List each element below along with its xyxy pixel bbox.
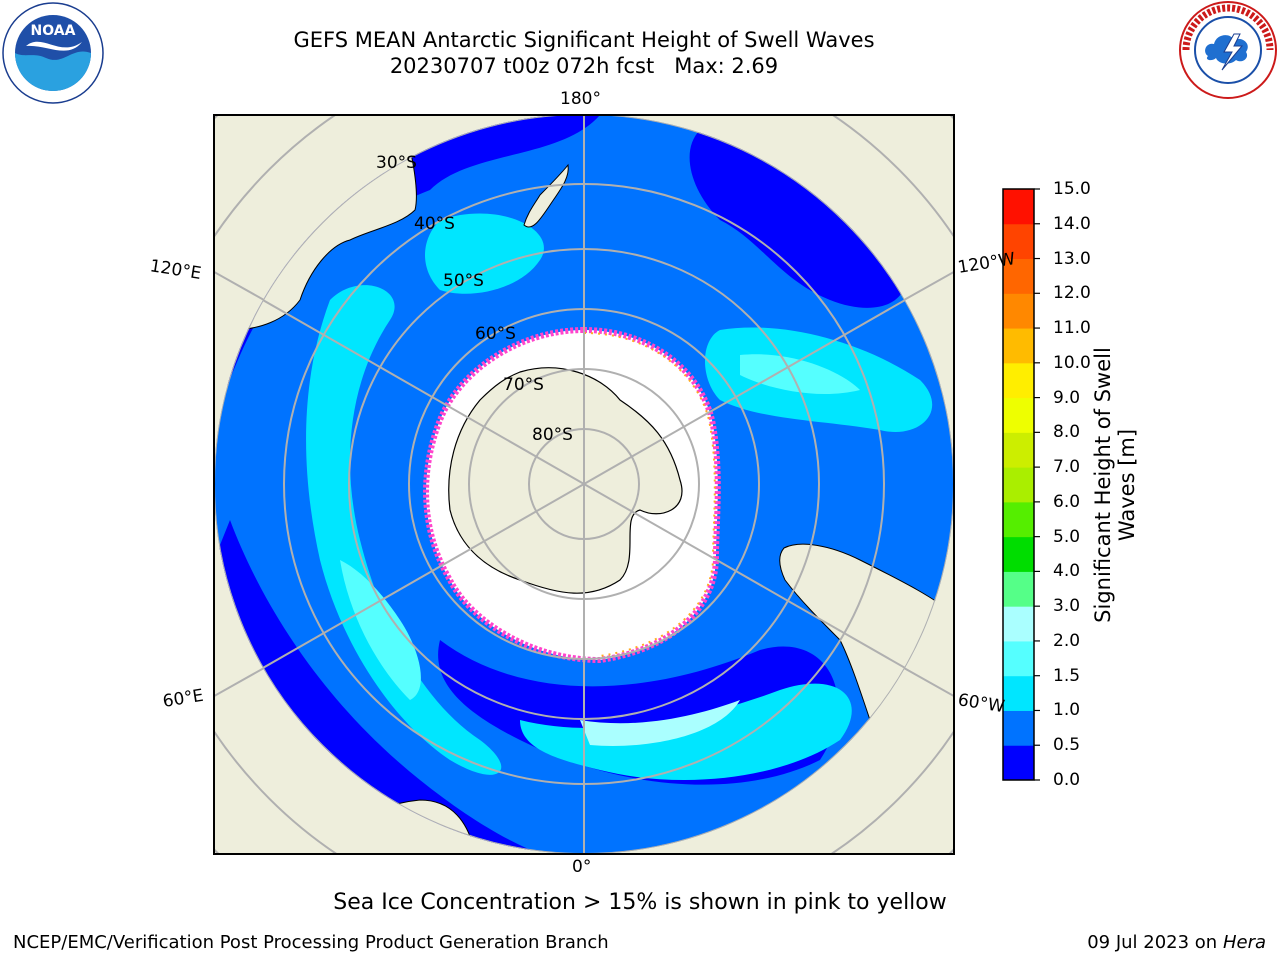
nws-logo-icon	[1179, 1, 1277, 99]
colorbar-segment	[1003, 328, 1034, 364]
swell-mid-region	[306, 285, 502, 775]
footer-date: 09 Jul 2023 on Hera	[1087, 932, 1266, 953]
lat-label-60s: 60°S	[475, 324, 516, 344]
colorbar-tick-label: 3.0	[1053, 596, 1081, 617]
colorbar-segment	[1003, 745, 1034, 781]
colorbar-segment	[1003, 467, 1034, 503]
colorbar-segment	[1003, 536, 1034, 572]
lat-label-70s: 70°S	[503, 375, 544, 395]
colorbar-segment	[1003, 293, 1034, 329]
noaa-logo: NOAA	[2, 2, 104, 104]
swell-high-region	[740, 354, 860, 395]
colorbar	[1003, 188, 1040, 781]
nws-logo	[1178, 0, 1278, 100]
footer-host: Hera	[1222, 932, 1266, 953]
colorbar-tick-label: 0.0	[1053, 770, 1081, 790]
swell-high-region	[340, 560, 421, 700]
chart-title: GEFS MEAN Antarctic Significant Height o…	[293, 28, 875, 52]
sea-ice-note: Sea Ice Concentration > 15% is shown in …	[333, 890, 947, 915]
noaa-logo-text: NOAA	[31, 23, 76, 39]
noaa-logo-icon: NOAA	[2, 2, 104, 104]
colorbar-segment	[1003, 571, 1034, 607]
colorbar-tick-label: 0.5	[1053, 735, 1081, 756]
colorbar-tick-label: 1.0	[1053, 700, 1081, 721]
lat-label-80s: 80°S	[532, 425, 573, 445]
colorbar-tick-label: 14.0	[1053, 213, 1091, 234]
chart-subtitle: 20230707 t00z 072h fcst Max: 2.69	[389, 54, 779, 78]
colorbar-segment	[1003, 710, 1034, 746]
longitude-gridlines	[214, 115, 954, 854]
colorbar-tick-label: 7.0	[1053, 457, 1081, 478]
colorbar-tick-label: 10.0	[1053, 352, 1091, 373]
colorbar-tick-label: 5.0	[1053, 526, 1081, 547]
swell-low-region	[689, 130, 906, 308]
lat-label-50s: 50°S	[443, 271, 484, 291]
footer-date-text: 09 Jul 2023 on	[1087, 932, 1223, 953]
colorbar-segment	[1003, 501, 1034, 538]
lon-label-180: 180°	[560, 89, 601, 109]
new-zealand-landmass	[523, 163, 569, 228]
colorbar-segment	[1003, 675, 1034, 711]
colorbar-segment	[1003, 397, 1034, 433]
colorbar-segment	[1003, 189, 1034, 225]
colorbar-segment	[1003, 223, 1034, 260]
map-frame	[213, 114, 955, 855]
colorbar-segment	[1003, 640, 1034, 677]
colorbar-segment	[1003, 362, 1034, 399]
colorbar-label: Significant Height of Swell Waves [m]	[1091, 347, 1139, 623]
colorbar-frame	[1002, 188, 1035, 781]
colorbar-tick-label: 8.0	[1053, 422, 1081, 443]
colorbar-tick-label: 1.5	[1053, 665, 1081, 686]
footer-credit: NCEP/EMC/Verification Post Processing Pr…	[13, 932, 609, 953]
lon-label-0: 0°	[572, 857, 592, 877]
colorbar-tick-label: 2.0	[1053, 630, 1081, 651]
sea-ice-edge	[583, 332, 716, 657]
colorbar-tick-label: 6.0	[1053, 491, 1081, 512]
colorbar-tick-label: 13.0	[1053, 248, 1091, 269]
lat-label-30s: 30°S	[376, 153, 417, 173]
colorbar-tick-label: 12.0	[1053, 283, 1091, 304]
swell-mid-region	[425, 213, 544, 294]
colorbar-tick-label: 9.0	[1053, 387, 1081, 408]
lat-label-40s: 40°S	[414, 214, 455, 234]
colorbar-tick-label: 4.0	[1053, 561, 1081, 582]
colorbar-segment	[1003, 606, 1034, 642]
colorbar-segment	[1003, 258, 1034, 294]
colorbar-tick-label: 15.0	[1053, 179, 1091, 199]
colorbar-tick-label: 11.0	[1053, 318, 1091, 339]
antarctica-landmass	[448, 367, 683, 594]
colorbar-segment	[1003, 432, 1034, 468]
swell-high-region	[580, 700, 740, 746]
outer-longitude-gridlines	[214, 270, 954, 698]
